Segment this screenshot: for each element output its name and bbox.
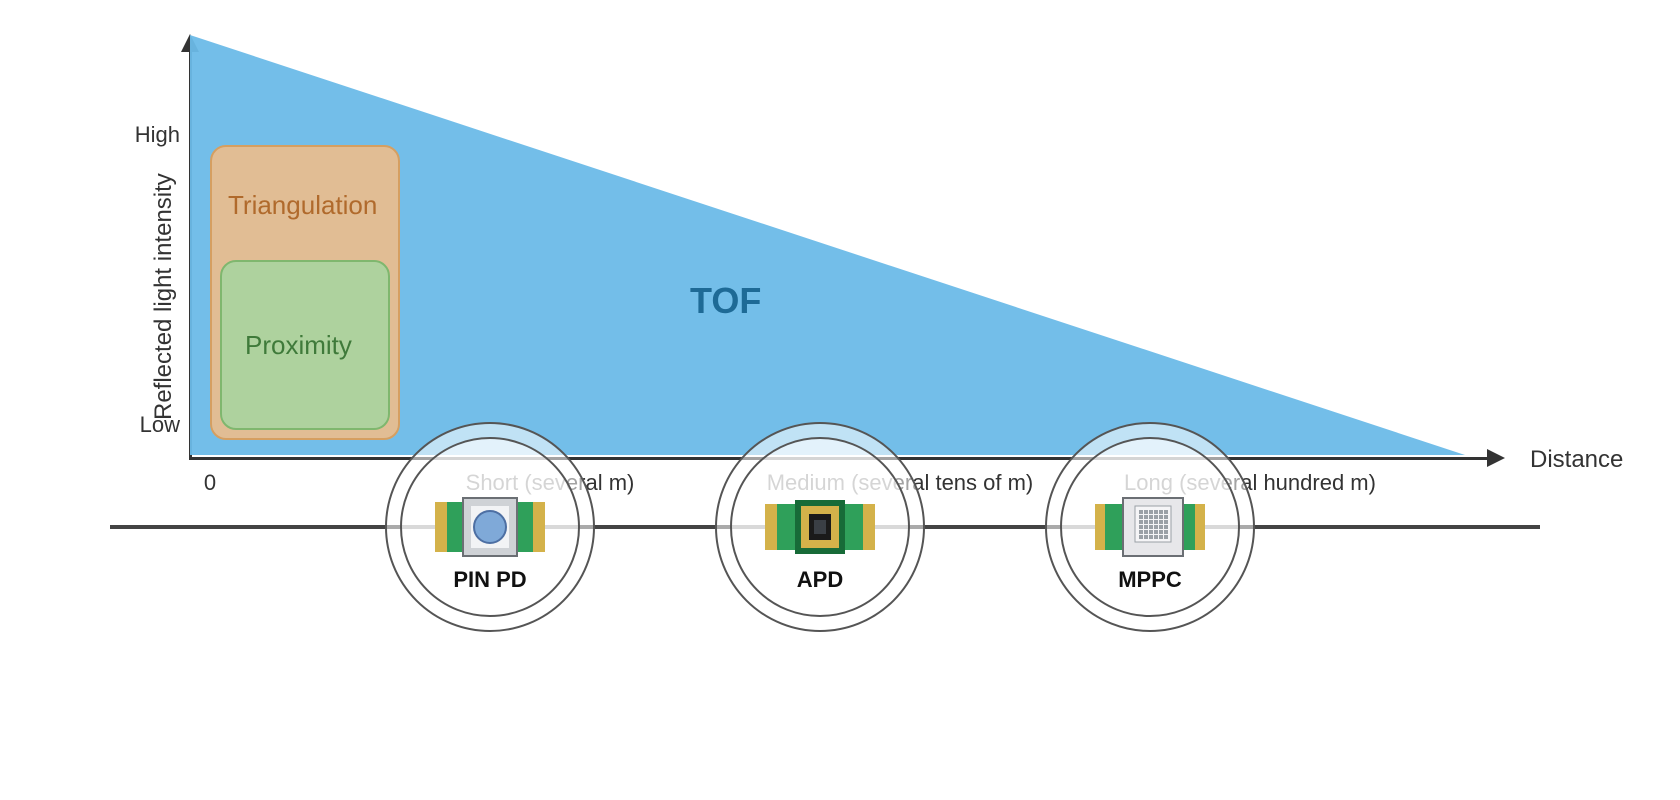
- y-axis-label: Reflected light intensity: [150, 173, 178, 420]
- x-axis-label: Distance: [1530, 446, 1623, 474]
- sensor-label-pinpd: PIN PD: [453, 567, 526, 593]
- tof-label: TOF: [690, 280, 761, 322]
- y-tick-high: High: [120, 122, 180, 148]
- sensor-chip-mppc: [1095, 492, 1205, 567]
- x-tick-0: 0: [204, 470, 216, 496]
- diagram-root: Triangulation Proximity TOF Reflected li…: [0, 0, 1680, 800]
- sensor-chip-pinpd: [435, 492, 545, 567]
- y-tick-low: Low: [120, 412, 180, 438]
- triangulation-label: Triangulation: [228, 190, 377, 221]
- sensor-label-mppc: MPPC: [1118, 567, 1182, 593]
- proximity-label: Proximity: [245, 330, 352, 361]
- sensor-chip-apd: [765, 492, 875, 567]
- sensor-label-apd: APD: [797, 567, 843, 593]
